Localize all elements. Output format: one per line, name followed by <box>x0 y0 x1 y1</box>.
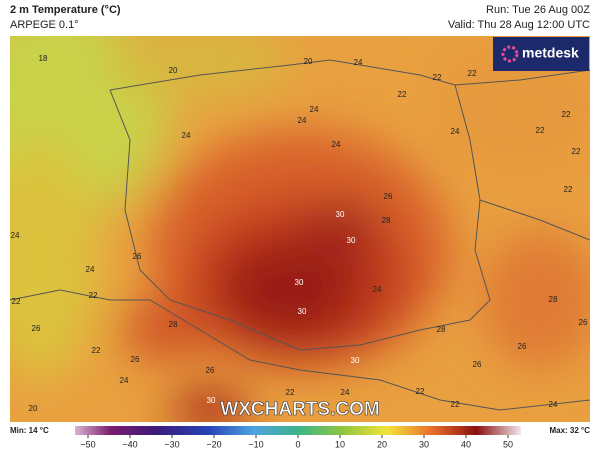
contour-label: 30 <box>295 278 304 287</box>
contour-label: 30 <box>351 356 360 365</box>
contour-label: 30 <box>347 236 356 245</box>
colorbar-ticks: −50 −40 −30 −20 −10 0 10 20 30 40 50 <box>80 435 513 449</box>
title: 2 m Temperature (°C) <box>10 4 121 16</box>
contour-label: 24 <box>182 131 191 140</box>
tick-label: −10 <box>248 439 263 449</box>
border <box>479 199 590 241</box>
contour-label: 22 <box>12 297 21 306</box>
contour-label: 26 <box>32 324 41 333</box>
tick-label: −40 <box>122 439 137 449</box>
contour-label: 22 <box>416 387 425 396</box>
contour-label: 22 <box>92 346 101 355</box>
contour-label: 22 <box>451 400 460 409</box>
temperature-field <box>10 36 590 422</box>
contour-label: 26 <box>133 252 142 261</box>
contour-label: 26 <box>473 360 482 369</box>
contour-label: 24 <box>451 127 460 136</box>
contour-label: 24 <box>341 388 350 397</box>
contour-label: 22 <box>536 126 545 135</box>
border <box>10 289 590 411</box>
tick-label: 10 <box>335 439 345 449</box>
min-label: Min: 14 °C <box>10 426 49 435</box>
tick-label: 30 <box>419 439 429 449</box>
tick-label: −20 <box>206 439 221 449</box>
contour-label: 26 <box>579 318 588 327</box>
contour-label: 24 <box>120 376 129 385</box>
contour-label: 22 <box>562 110 571 119</box>
subtitle: ARPEGE 0.1° <box>10 19 79 31</box>
border <box>109 59 491 351</box>
contour-label: 20 <box>29 404 38 413</box>
contour-label: 18 <box>39 54 48 63</box>
contour-label: 22 <box>468 69 477 78</box>
contour-label: 24 <box>332 140 341 149</box>
contour-label: 22 <box>398 90 407 99</box>
contour-label: 26 <box>131 355 140 364</box>
tick-label: 20 <box>377 439 387 449</box>
max-label: Max: 32 °C <box>549 426 590 435</box>
contour-label: 24 <box>310 105 319 114</box>
tick-label: 0 <box>295 439 300 449</box>
run: Run: Tue 26 Aug 00Z <box>486 4 590 16</box>
tick-label: 50 <box>503 439 513 449</box>
contour-label: 24 <box>11 231 20 240</box>
contour-label: 22 <box>564 185 573 194</box>
colorbar <box>75 426 521 435</box>
logo-icon <box>501 45 519 63</box>
contour-label: 28 <box>549 295 558 304</box>
contour-label: 22 <box>89 291 98 300</box>
contour-label: 20 <box>169 66 178 75</box>
contour-label: 26 <box>518 342 527 351</box>
contour-label: 24 <box>373 285 382 294</box>
contour-label: 22 <box>286 388 295 397</box>
contour-label: 22 <box>572 147 581 156</box>
contour-label: 24 <box>354 58 363 67</box>
contour-label: 28 <box>382 216 391 225</box>
contour-label: 26 <box>384 192 393 201</box>
contour-label: 28 <box>169 320 178 329</box>
contour-label: 22 <box>433 73 442 82</box>
contour-label: 26 <box>206 366 215 375</box>
contour-label: 20 <box>304 57 313 66</box>
contour-label: 30 <box>207 396 216 405</box>
contour-label: 28 <box>437 325 446 334</box>
contour-label: 30 <box>298 307 307 316</box>
contour-label: 24 <box>298 116 307 125</box>
map <box>10 36 590 422</box>
contour-label: 24 <box>549 400 558 409</box>
contour-label: 30 <box>336 210 345 219</box>
tick-label: −50 <box>80 439 95 449</box>
contour-label: 24 <box>86 265 95 274</box>
logo: metdesk <box>522 45 579 61</box>
border <box>454 69 590 86</box>
logo-box <box>493 37 589 71</box>
tick-label: −30 <box>164 439 179 449</box>
valid: Valid: Thu 28 Aug 12:00 UTC <box>448 19 590 31</box>
tick-label: 40 <box>461 439 471 449</box>
watermark: WXCHARTS.COM <box>220 399 379 420</box>
